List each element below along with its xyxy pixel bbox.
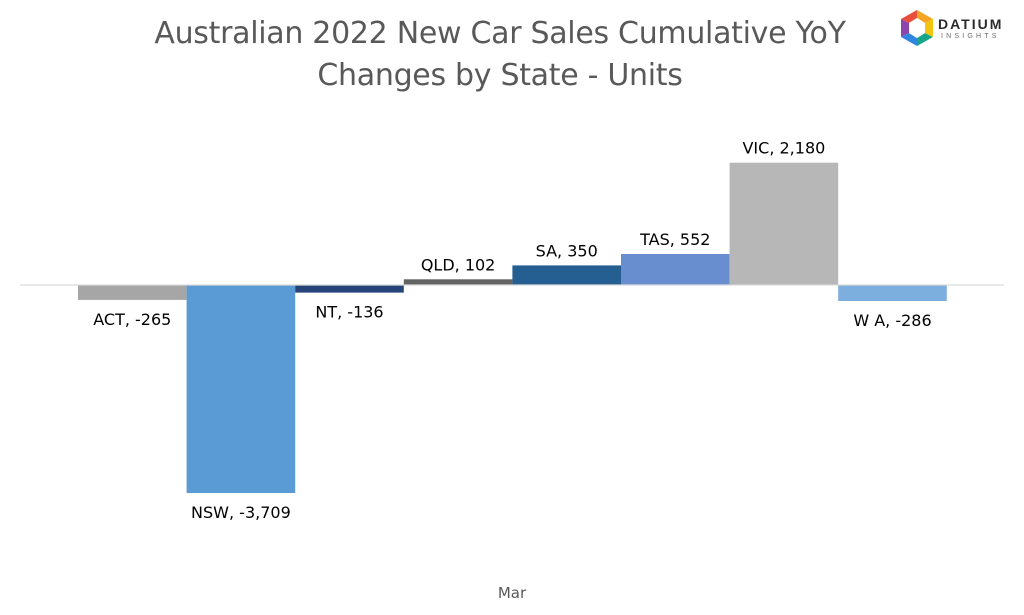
data-label-tas: TAS, 552 — [639, 230, 710, 249]
data-labels-group: ACT, -265 NSW, -3,709 NT, -136 QLD, 102 SA, … — [93, 139, 931, 522]
x-category-label: Mar — [498, 584, 527, 602]
bar-tas — [621, 254, 730, 285]
logo-wordmark: DATIUM — [938, 16, 1004, 32]
bar-qld — [403, 279, 513, 285]
bar-sa — [512, 265, 621, 285]
bar-nsw — [186, 285, 296, 493]
chart-title-line-2: Changes by State - Units — [317, 58, 683, 93]
chart-title-line-1: Australian 2022 New Car Sales Cumulative… — [154, 16, 846, 51]
data-label-nt: NT, -136 — [315, 303, 383, 322]
data-label-act: ACT, -265 — [93, 310, 171, 329]
bar-nt — [295, 285, 404, 293]
bar-wa — [838, 285, 947, 301]
data-label-sa: SA, 350 — [536, 241, 598, 260]
bars-group — [78, 162, 947, 493]
data-label-vic: VIC, 2,180 — [742, 139, 825, 158]
bar-act — [78, 285, 187, 300]
bar-vic — [729, 162, 839, 285]
data-label-nsw: NSW, -3,709 — [191, 503, 291, 522]
data-label-qld: QLD, 102 — [421, 255, 496, 274]
datium-logo: DATIUM INSIGHTS — [897, 8, 1022, 50]
data-label-wa: W A, -286 — [853, 311, 931, 330]
datium-cube-logo-icon — [901, 10, 933, 46]
logo-subtext: INSIGHTS — [941, 33, 1000, 40]
